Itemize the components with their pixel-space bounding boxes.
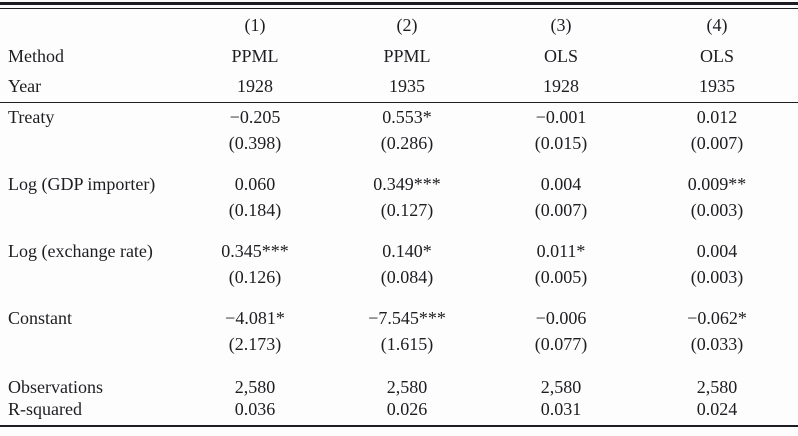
bottom-rule xyxy=(0,425,798,427)
stderr-row-gdp-importer: (0.184) (0.127) (0.007) (0.003) xyxy=(0,196,798,223)
empty-corner-cell xyxy=(0,9,182,40)
stderr-cell: (2.173) xyxy=(228,333,282,354)
coef-cell: 0.553* xyxy=(382,107,432,128)
coef-cell: −7.545*** xyxy=(368,308,446,329)
stat-label: Observations xyxy=(8,377,103,398)
coefficient-row-treaty: Treaty −0.205 0.553* −0.001 0.012 xyxy=(0,102,798,129)
stderr-cell: (0.007) xyxy=(690,132,744,153)
method-cell: PPML xyxy=(383,45,431,66)
stderr-cell: (0.007) xyxy=(534,199,588,220)
top-rule-thin xyxy=(0,8,798,10)
stderr-cell: (0.003) xyxy=(690,266,744,287)
stderr-cell: (0.077) xyxy=(534,333,588,354)
coef-cell: −0.062* xyxy=(687,308,747,329)
method-cell: PPML xyxy=(231,45,279,66)
stderr-cell: (0.084) xyxy=(380,266,434,287)
coefficient-row-exchange-rate: Log (exchange rate) 0.345*** 0.140* 0.01… xyxy=(0,236,798,263)
year-row: Year 1928 1935 1928 1935 xyxy=(0,71,798,103)
method-cell: OLS xyxy=(699,45,734,66)
method-row: Method PPML PPML OLS OLS xyxy=(0,40,798,71)
variable-label: Log (exchange rate) xyxy=(8,241,153,262)
variable-label: Constant xyxy=(8,308,73,329)
stderr-cell: (1.615) xyxy=(380,333,434,354)
coef-cell: −0.001 xyxy=(535,107,587,128)
stderr-row-exchange-rate: (0.126) (0.084) (0.005) (0.003) xyxy=(0,263,798,290)
stderr-row-treaty: (0.398) (0.286) (0.015) (0.007) xyxy=(0,129,798,156)
col-header: (4) xyxy=(706,14,728,35)
year-cell: 1935 xyxy=(636,71,798,103)
coef-cell: −0.006 xyxy=(535,308,587,329)
coef-cell: 0.011* xyxy=(536,241,586,262)
stderr-row-constant: (2.173) (1.615) (0.077) (0.033) xyxy=(0,330,798,357)
observations-row: Observations 2,580 2,580 2,580 2,580 xyxy=(0,376,798,398)
stderr-cell: (0.003) xyxy=(690,199,744,220)
stderr-cell: (0.286) xyxy=(380,132,434,153)
stat-cell: 0.031 xyxy=(540,399,582,420)
stat-cell: 0.036 xyxy=(234,399,276,420)
r-squared-row: R-squared 0.036 0.026 0.031 0.024 xyxy=(0,398,798,420)
year-cell: 1935 xyxy=(328,71,486,103)
coef-cell: 0.349*** xyxy=(373,174,441,195)
variable-label: Treaty xyxy=(8,107,55,128)
column-number-row: (1) (2) (3) (4) xyxy=(0,9,798,40)
coef-cell: −4.081* xyxy=(225,308,285,329)
coef-cell: 0.004 xyxy=(540,174,582,195)
stat-cell: 0.024 xyxy=(696,399,738,420)
coef-cell: 0.009** xyxy=(687,174,747,195)
year-cell: 1928 xyxy=(486,71,636,103)
stderr-cell: (0.033) xyxy=(690,333,744,354)
stat-cell: 0.026 xyxy=(386,399,428,420)
stat-cell: 2,580 xyxy=(386,377,428,398)
regression-results-table: (1) (2) (3) (4) Method PPML PPML OLS OLS… xyxy=(0,9,798,425)
stat-cell: 2,580 xyxy=(696,377,738,398)
stderr-cell: (0.127) xyxy=(380,199,434,220)
year-row-label: Year xyxy=(0,71,182,103)
stderr-cell: (0.015) xyxy=(534,132,588,153)
stat-label: R-squared xyxy=(8,399,82,420)
coefficient-row-constant: Constant −4.081* −7.545*** −0.006 −0.062… xyxy=(0,303,798,330)
col-header: (2) xyxy=(396,14,418,35)
coef-cell: 0.012 xyxy=(696,107,738,128)
coef-cell: 0.004 xyxy=(696,241,738,262)
spacer-row xyxy=(0,223,798,236)
coef-cell: −0.205 xyxy=(229,107,281,128)
variable-label: Log (GDP importer) xyxy=(8,174,156,195)
stderr-cell: (0.184) xyxy=(228,199,282,220)
stat-cell: 2,580 xyxy=(234,377,276,398)
method-cell: OLS xyxy=(543,45,578,66)
coefficient-row-gdp-importer: Log (GDP importer) 0.060 0.349*** 0.004 … xyxy=(0,169,798,196)
method-row-label: Method xyxy=(8,45,64,66)
coef-cell: 0.345*** xyxy=(221,241,289,262)
spacer-row xyxy=(0,156,798,169)
stderr-cell: (0.126) xyxy=(228,266,282,287)
spacer-row xyxy=(0,357,798,376)
stderr-cell: (0.005) xyxy=(534,266,588,287)
col-header: (3) xyxy=(550,14,572,35)
spacer-row xyxy=(0,290,798,303)
coef-cell: 0.140* xyxy=(382,241,432,262)
stderr-cell: (0.398) xyxy=(228,132,282,153)
col-header: (1) xyxy=(244,14,266,35)
coef-cell: 0.060 xyxy=(234,174,276,195)
top-rule-thick xyxy=(0,2,798,5)
year-cell: 1928 xyxy=(182,71,328,103)
stat-cell: 2,580 xyxy=(540,377,582,398)
